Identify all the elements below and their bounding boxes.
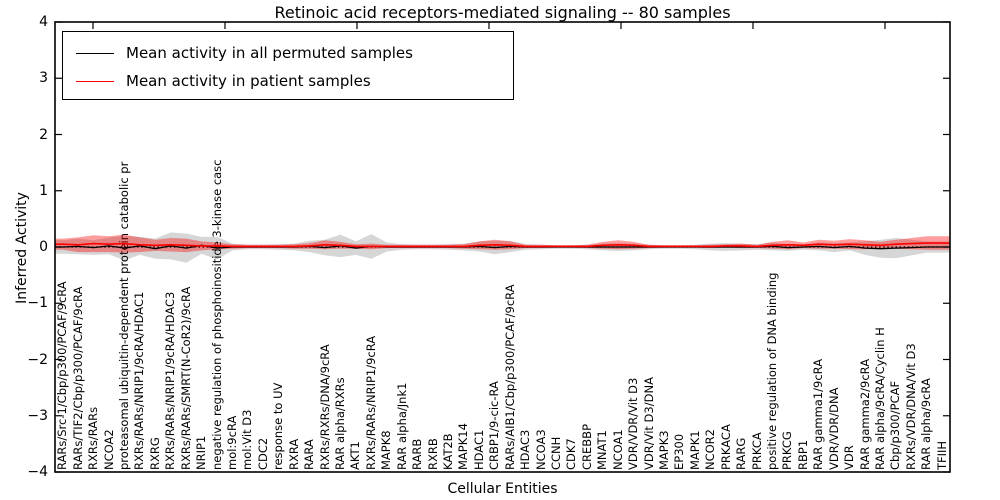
x-tick-label: MAPK3	[657, 430, 672, 470]
x-tick-label: VDR/Vit D3/DNA	[641, 377, 656, 470]
x-tick-label: KAT2B	[440, 433, 455, 470]
legend-item-permuted: Mean activity in all permuted samples	[63, 39, 413, 67]
permuted-band	[55, 232, 950, 263]
x-tick-label: MAPK1	[687, 430, 702, 470]
x-tick-label: negative regulation of phosphoinositide …	[209, 159, 224, 471]
patient-line-sample	[76, 80, 114, 82]
x-tick-label: HDAC1	[471, 429, 486, 470]
x-tick-label: RXRs/RARs/NRIP1/9cRA/HDAC3	[163, 291, 178, 470]
x-tick-label: proteasomal ubiquitin-dependent protein …	[116, 161, 131, 470]
x-tick-label: RARG	[734, 437, 749, 470]
x-tick-label: VDR/VDR/Vit D3	[626, 377, 641, 470]
x-tick-label: EP300	[672, 433, 687, 470]
x-tick-label: RARB	[410, 438, 425, 470]
x-tick-label: AKT1	[348, 441, 363, 470]
x-tick-label: Cbp/p300/PCAF	[888, 380, 903, 470]
x-tick-label: TFIIH	[934, 440, 949, 470]
x-tick-label: RXRs/RARs	[86, 406, 101, 470]
x-tick-label: RAR alpha/Jnk1	[394, 382, 409, 470]
x-tick-label: CDK7	[564, 438, 579, 470]
x-tick-label: NCOA1	[610, 429, 625, 470]
legend-box: Mean activity in all permuted samples Me…	[62, 31, 514, 100]
legend-item-patient: Mean activity in patient samples	[63, 67, 371, 95]
x-tick-label: positive regulation of DNA binding	[765, 272, 780, 470]
y-tick-label: −4	[27, 464, 48, 480]
x-tick-label: RXRA	[286, 438, 301, 470]
x-tick-label: RXRs/RARs/SMRT(N-CoR2)/9cRA	[178, 286, 193, 470]
x-tick-label: PRKACA	[718, 424, 733, 470]
y-tick-label: 2	[39, 126, 48, 143]
x-tick-label: RXRs/RARs/NRIP1/9cRA/HDAC1	[132, 291, 147, 470]
x-tick-label: RARs/AIB1/Cbp/p300/PCAF/9cRA	[502, 284, 517, 470]
y-tick-label: −3	[27, 407, 48, 424]
y-tick-label: 0	[39, 239, 48, 255]
chart-title: Retinoic acid receptors-mediated signali…	[274, 3, 731, 22]
permuted-line-sample	[76, 52, 114, 54]
x-tick-label: MAPK14	[456, 423, 471, 470]
x-tick-label: PRKCA	[749, 432, 764, 470]
y-tick-label: −1	[27, 295, 48, 312]
x-tick-label: NCOA3	[533, 429, 548, 470]
x-tick-label: NCOA2	[101, 429, 116, 470]
legend-label-permuted: Mean activity in all permuted samples	[126, 44, 413, 62]
x-tick-label: RARs/Src-1/Cbp/p300/PCAF/9cRA	[55, 281, 70, 470]
x-tick-label: CRBP1/9-cic-RA	[487, 381, 502, 470]
x-tick-label: NRIP1	[194, 435, 209, 470]
x-tick-label: RXRG	[147, 437, 162, 470]
x-tick-label: RAR alpha/9cRA	[919, 378, 934, 470]
x-tick-label: CDC2	[255, 437, 270, 470]
legend-label-patient: Mean activity in patient samples	[126, 72, 371, 90]
x-tick-label: RXRs/RARs/NRIP1/9cRA	[363, 335, 378, 470]
patient-band	[55, 234, 950, 253]
y-tick-label: 4	[39, 14, 48, 30]
x-tick-label: RXRB	[425, 438, 440, 470]
x-tick-label: CREBBP	[579, 424, 594, 470]
y-tick-label: 1	[39, 182, 48, 199]
y-tick-label: −2	[27, 351, 48, 368]
patient-mean-line	[55, 242, 950, 248]
x-tick-label: RAR alpha/9cRA/Cyclin H	[873, 327, 888, 470]
x-tick-label: NCOR2	[703, 429, 718, 470]
x-tick-label: RARA	[302, 439, 317, 470]
x-tick-label: CCNH	[549, 436, 563, 470]
y-tick-label: 3	[39, 70, 48, 87]
x-tick-label: MAPK8	[379, 430, 394, 470]
x-tick-label: RBP1	[795, 439, 810, 470]
x-tick-label: response to UV	[271, 382, 286, 470]
x-tick-label: PRKCG	[780, 431, 795, 470]
x-tick-label: VDR	[842, 445, 857, 470]
x-tick-label: mol:9cRA	[224, 415, 239, 470]
x-tick-label: RXRs/RXRs/DNA/9cRA	[317, 344, 332, 470]
x-tick-label: mol:Vit D3	[240, 409, 255, 470]
x-tick-label: RAR alpha/RXRs	[332, 377, 347, 470]
x-tick-label: RARs/TIF2/Cbp/p300/PCAF/9cRA	[70, 286, 85, 470]
x-tick-label: MNAT1	[595, 430, 610, 470]
x-tick-label: VDR/VDR/DNA	[826, 387, 841, 471]
x-tick-label: RXRs/VDR/DNA/Vit D3	[903, 343, 918, 470]
x-tick-label: RAR gamma1/9cRA	[811, 358, 826, 470]
x-tick-label: RAR gamma2/9cRA	[857, 358, 872, 470]
x-tick-label: HDAC3	[518, 429, 533, 470]
permuted-mean-line	[55, 244, 950, 250]
x-axis-label: Cellular Entities	[447, 481, 558, 497]
